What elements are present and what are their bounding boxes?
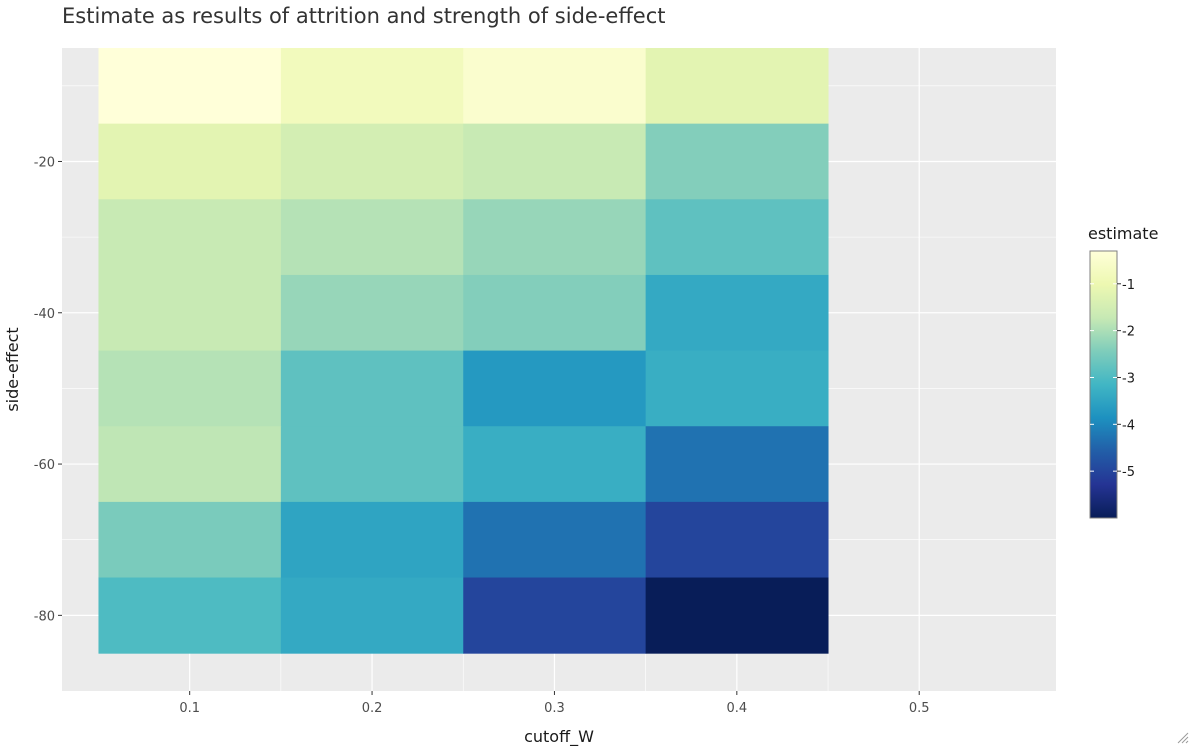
- heatmap-cell: [98, 350, 282, 427]
- resize-handle-icon[interactable]: [1175, 730, 1189, 744]
- heatmap-cell: [645, 577, 829, 654]
- colorbar-tick-label: -4: [1122, 418, 1135, 433]
- colorbar-tick-label: -1: [1122, 278, 1135, 293]
- colorbar-ticks: -1 -2 -3 -4 -5: [1090, 278, 1135, 480]
- y-tick-label: -60: [34, 458, 55, 473]
- heatmap-cell: [280, 501, 464, 579]
- heatmap-cell: [645, 426, 829, 503]
- heatmap-cell: [98, 199, 282, 276]
- heatmap-cells: [98, 48, 829, 654]
- heatmap-cell: [98, 274, 282, 352]
- heatmap-cell: [645, 350, 829, 427]
- colorbar-tick-label: -3: [1122, 371, 1135, 386]
- heatmap-cell: [98, 501, 282, 579]
- heatmap-cell: [98, 48, 282, 125]
- colorbar-tick-label: -5: [1122, 465, 1135, 480]
- heatmap-cell: [280, 426, 464, 503]
- x-axis-title: cutoff_W: [524, 727, 594, 746]
- x-tick-label: 0.3: [544, 701, 565, 716]
- x-tick-label: 0.4: [726, 701, 747, 716]
- heatmap-cell: [463, 274, 647, 352]
- axes: 0.1 0.2 0.3 0.4 0.5 -20 -40 -60 -80: [34, 155, 930, 716]
- heatmap-cell: [463, 350, 647, 427]
- heatmap-cell: [645, 48, 829, 125]
- heatmap-cell: [280, 48, 464, 125]
- heatmap-cell: [463, 426, 647, 503]
- y-tick-label: -20: [34, 155, 55, 170]
- heatmap-cell: [98, 123, 282, 200]
- heatmap-cell: [98, 426, 282, 503]
- heatmap-cell: [98, 577, 282, 654]
- colorbar-tick-label: -2: [1122, 325, 1135, 340]
- x-tick-label: 0.1: [179, 701, 200, 716]
- heatmap-cell: [280, 123, 464, 200]
- heatmap-cell: [645, 199, 829, 276]
- y-axis-title: side-effect: [3, 327, 22, 411]
- heatmap-cell: [463, 199, 647, 276]
- y-tick-label: -80: [34, 609, 55, 624]
- y-tick-label: -40: [34, 307, 55, 322]
- colorbar: [1089, 250, 1118, 519]
- heatmap-cell: [463, 48, 647, 125]
- heatmap-cell: [645, 501, 829, 579]
- heatmap-cell: [463, 501, 647, 579]
- x-tick-label: 0.2: [362, 701, 383, 716]
- heatmap-cell: [280, 350, 464, 427]
- heatmap-cell: [463, 577, 647, 654]
- chart-title: Estimate as results of attrition and str…: [62, 4, 666, 28]
- legend-title: estimate: [1088, 224, 1158, 243]
- heatmap-cell: [280, 199, 464, 276]
- colorbar-legend: estimate -1 -2 -3 -4 -5: [1088, 224, 1158, 519]
- heatmap-cell: [280, 274, 464, 352]
- heatmap-cell: [645, 123, 829, 200]
- x-tick-label: 0.5: [909, 701, 930, 716]
- heatmap-cell: [463, 123, 647, 200]
- heatmap-cell: [280, 577, 464, 654]
- heatmap-cell: [645, 274, 829, 352]
